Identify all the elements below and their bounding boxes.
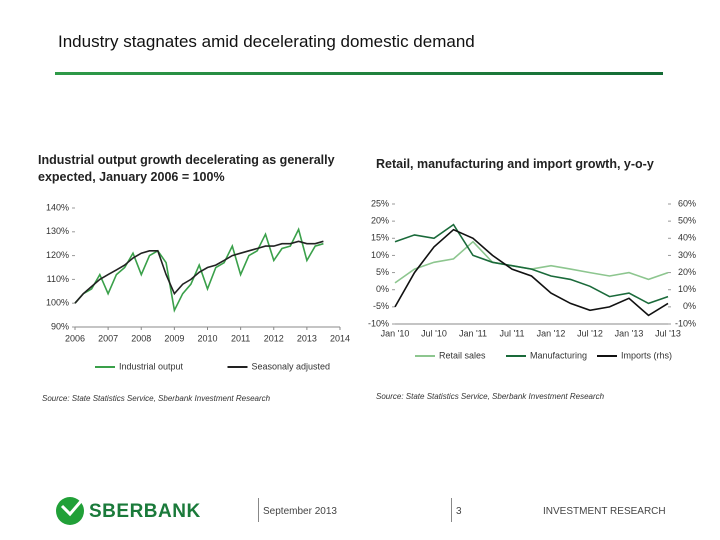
legend-label: Manufacturing — [530, 350, 587, 360]
y-tick-label: 110% — [47, 274, 69, 284]
y-tick-label: 140% — [46, 202, 69, 212]
y-tick-label: -10% — [368, 318, 389, 328]
page-number: 3 — [451, 498, 462, 522]
legend-label: Seasonaly adjusted — [252, 361, 331, 371]
x-tick-label: Jan '11 — [459, 328, 487, 338]
x-tick-label: 2010 — [197, 333, 217, 343]
x-tick-label: Jul '13 — [655, 328, 681, 338]
y2-tick-label: 30% — [678, 250, 696, 260]
x-tick-label: 2008 — [131, 333, 151, 343]
y2-tick-label: 0% — [683, 301, 696, 311]
series-line — [394, 228, 669, 317]
logo — [56, 497, 84, 525]
brand-name: SBERBANK — [89, 501, 201, 522]
x-tick-label: Jan '13 — [615, 328, 644, 338]
x-tick-label: Jul '11 — [499, 328, 524, 338]
y2-tick-label: -10% — [675, 318, 696, 328]
y-tick-label: 5% — [376, 267, 389, 277]
title-rule — [55, 72, 663, 75]
y-tick-label: 120% — [46, 250, 69, 260]
slide-title: Industry stagnates amid decelerating dom… — [58, 32, 475, 51]
legend-label: Imports (rhs) — [621, 350, 672, 360]
y-tick-label: 20% — [371, 216, 389, 226]
x-tick-label: 2014 — [330, 333, 350, 343]
y2-tick-label: 20% — [678, 267, 696, 277]
y2-tick-label: 60% — [678, 198, 696, 208]
x-tick-label: Jan '12 — [537, 328, 566, 338]
series-line — [74, 240, 324, 304]
source-note: Source: State Statistics Service, Sberba… — [42, 394, 271, 403]
chart-title: Industrial output growth decelerating as… — [38, 153, 335, 184]
x-tick-label: 2009 — [164, 333, 184, 343]
y-tick-label: 100% — [46, 298, 69, 308]
x-tick-label: 2007 — [98, 333, 118, 343]
x-tick-label: Jan '10 — [381, 328, 410, 338]
x-tick-label: 2006 — [65, 333, 85, 343]
legend-label: Retail sales — [439, 350, 486, 360]
x-tick-label: 2012 — [264, 333, 284, 343]
x-tick-label: 2013 — [297, 333, 317, 343]
date: September 2013 — [258, 498, 337, 522]
y2-tick-label: 10% — [678, 284, 696, 294]
x-tick-label: Jul '10 — [421, 328, 447, 338]
y-tick-label: 10% — [371, 250, 389, 260]
series-line — [394, 223, 669, 305]
y-tick-label: 130% — [46, 226, 69, 236]
y2-tick-label: 40% — [678, 233, 696, 243]
y-tick-label: 15% — [371, 233, 389, 243]
y-tick-label: -5% — [373, 301, 389, 311]
y-tick-label: 90% — [51, 321, 69, 331]
y-tick-label: 0% — [376, 284, 389, 294]
footer-text: INVESTMENT RESEARCH — [543, 506, 666, 517]
legend-label: Industrial output — [119, 361, 184, 371]
chart-title: Retail, manufacturing and import growth,… — [376, 157, 654, 171]
y2-tick-label: 50% — [678, 216, 696, 226]
y-tick-label: 25% — [371, 198, 389, 208]
source-note: Source: State Statistics Service, Sberba… — [376, 392, 605, 401]
series-line — [74, 227, 324, 313]
x-tick-label: 2011 — [231, 333, 250, 343]
x-tick-label: Jul '12 — [577, 328, 603, 338]
